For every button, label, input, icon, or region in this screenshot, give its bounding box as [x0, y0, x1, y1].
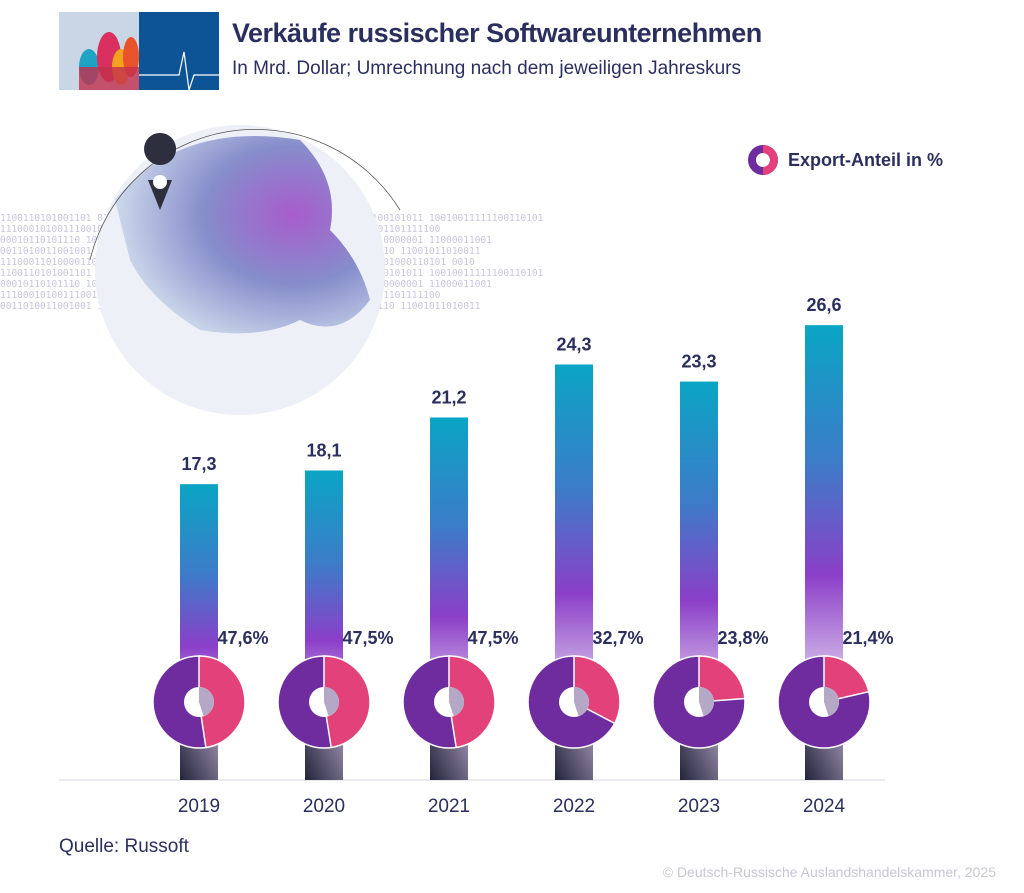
export-share-label: 47,6%	[217, 628, 268, 648]
value-label: 17,3	[181, 454, 216, 474]
donut-hole-shade	[449, 687, 465, 717]
value-label: 23,3	[681, 352, 716, 372]
value-label: 24,3	[556, 334, 591, 354]
donut-export-slice	[823, 655, 870, 703]
x-tick-label: 2024	[803, 796, 846, 817]
copyright: © Deutsch-Russische Auslandshandelskamme…	[662, 864, 996, 880]
export-share-label: 21,4%	[842, 628, 893, 648]
donut-hole-shade	[574, 687, 590, 717]
donut-export-slice	[698, 655, 746, 703]
x-tick-label: 2019	[178, 796, 220, 817]
donut-hole-shade	[699, 687, 714, 717]
export-share-label: 32,7%	[592, 628, 643, 648]
source-note: Quelle: Russoft	[59, 836, 189, 857]
export-share-label: 47,5%	[342, 628, 393, 648]
x-tick-label: 2020	[303, 796, 345, 817]
donut-hole-shade	[199, 687, 215, 717]
logo-graphic	[79, 32, 219, 90]
legend: Export-Anteil in %	[748, 145, 943, 175]
value-label: 26,6	[806, 295, 841, 315]
value-label: 18,1	[306, 440, 341, 460]
x-tick-label: 2021	[428, 796, 470, 817]
chart-subtitle: In Mrd. Dollar; Umrechnung nach dem jewe…	[232, 58, 742, 79]
x-tick-label: 2023	[678, 796, 720, 817]
chart-title: Verkäufe russischer Softwareunternehmen	[232, 18, 762, 48]
donut-export-slice	[448, 655, 496, 749]
logo-kremlin	[59, 12, 219, 90]
donut-export-slice	[323, 655, 371, 749]
legend-label: Export-Anteil in %	[788, 149, 944, 170]
globe-illustration	[89, 125, 401, 415]
donut-hole-shade	[824, 687, 840, 717]
export-share-label: 47,5%	[467, 628, 518, 648]
donut-export-slice	[198, 655, 246, 749]
donut-legend-icon	[748, 145, 778, 175]
donut-hole-shade	[324, 687, 340, 717]
x-tick-label: 2022	[553, 796, 595, 817]
value-label: 21,2	[431, 387, 466, 407]
export-share-label: 23,8%	[717, 628, 768, 648]
location-pin-icon	[144, 133, 177, 165]
